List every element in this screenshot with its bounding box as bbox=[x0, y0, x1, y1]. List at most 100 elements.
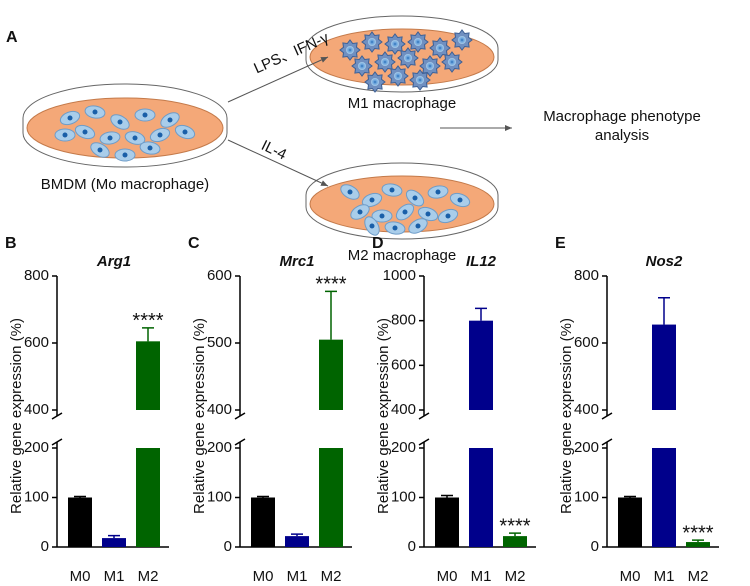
x-tick-label: M0 bbox=[620, 568, 641, 585]
cell-nucleus bbox=[357, 209, 363, 215]
bar bbox=[136, 341, 160, 410]
bar bbox=[285, 536, 309, 547]
cell-nucleus bbox=[371, 78, 379, 86]
bar bbox=[251, 497, 275, 547]
significance-label: **** bbox=[315, 274, 346, 296]
cell-nucleus bbox=[182, 129, 188, 135]
error-bar bbox=[142, 327, 154, 342]
cell-nucleus bbox=[82, 129, 88, 135]
y-axis-label: Relative gene expression (%) bbox=[191, 318, 208, 514]
axis-break bbox=[418, 412, 430, 420]
chart-title: Nos2 bbox=[646, 253, 683, 270]
x-tick-label: M0 bbox=[70, 568, 91, 585]
cell-nucleus bbox=[391, 40, 399, 48]
cell-nucleus bbox=[414, 38, 422, 46]
cell-nucleus bbox=[402, 209, 408, 215]
bar bbox=[469, 448, 493, 547]
cell-nucleus bbox=[457, 197, 463, 203]
cell-nucleus bbox=[358, 62, 366, 70]
cell-nucleus bbox=[346, 46, 354, 54]
y-tick-label: 600 bbox=[391, 356, 416, 373]
y-tick-label: 200 bbox=[24, 439, 49, 456]
axis-break bbox=[234, 438, 246, 446]
bar bbox=[652, 324, 676, 410]
panel-label: B bbox=[5, 235, 17, 252]
y-tick-label: 100 bbox=[574, 488, 599, 505]
analysis-label: analysis bbox=[595, 127, 649, 144]
bmdm-label: BMDM (Mo macrophage) bbox=[41, 176, 209, 193]
axis-break bbox=[234, 412, 246, 420]
cell-nucleus bbox=[347, 189, 353, 195]
cell-nucleus bbox=[404, 54, 412, 62]
error-bar bbox=[257, 495, 269, 498]
y-tick-label: 400 bbox=[574, 401, 599, 418]
cell-nucleus bbox=[381, 58, 389, 66]
analysis-label: Macrophage phenotype bbox=[543, 108, 701, 125]
y-tick-label: 0 bbox=[224, 538, 232, 555]
panel-label: E bbox=[555, 235, 566, 252]
m2-treatment: IL-4 bbox=[259, 137, 290, 164]
panel-label: A bbox=[6, 29, 18, 46]
cell-nucleus bbox=[394, 72, 402, 80]
bar bbox=[618, 497, 642, 547]
bar bbox=[68, 497, 92, 547]
x-tick-label: M1 bbox=[654, 568, 675, 585]
y-tick-label: 100 bbox=[207, 488, 232, 505]
y-tick-label: 400 bbox=[391, 401, 416, 418]
y-tick-label: 200 bbox=[391, 439, 416, 456]
axis-break bbox=[51, 412, 63, 420]
cell-nucleus bbox=[415, 223, 421, 229]
x-tick-label: M1 bbox=[104, 568, 125, 585]
cell-nucleus bbox=[435, 189, 441, 195]
m2-label: M2 macrophage bbox=[348, 247, 456, 264]
axis-break bbox=[601, 412, 613, 420]
cell-nucleus bbox=[379, 213, 385, 219]
cell-nucleus bbox=[107, 135, 113, 141]
y-tick-label: 600 bbox=[207, 267, 232, 284]
chart-title: Mrc1 bbox=[279, 253, 314, 270]
chart-title: IL12 bbox=[466, 253, 497, 270]
cell-nucleus bbox=[157, 132, 163, 138]
error-bar bbox=[325, 290, 337, 340]
cell-nucleus bbox=[62, 132, 68, 138]
x-tick-label: M0 bbox=[437, 568, 458, 585]
error-bar bbox=[108, 534, 120, 539]
cell-nucleus bbox=[425, 211, 431, 217]
cell-nucleus bbox=[448, 58, 456, 66]
cell-nucleus bbox=[368, 38, 376, 46]
x-tick-label: M2 bbox=[505, 568, 526, 585]
y-tick-label: 800 bbox=[391, 312, 416, 329]
y-tick-label: 500 bbox=[207, 334, 232, 351]
error-bar bbox=[658, 297, 670, 325]
y-tick-label: 800 bbox=[24, 267, 49, 284]
bar bbox=[503, 536, 527, 547]
y-axis-label: Relative gene expression (%) bbox=[8, 318, 25, 514]
significance-label: **** bbox=[499, 515, 530, 537]
bar bbox=[102, 538, 126, 547]
y-tick-label: 0 bbox=[41, 538, 49, 555]
cell-nucleus bbox=[92, 109, 98, 115]
cell-nucleus bbox=[426, 62, 434, 70]
panel-label: C bbox=[188, 235, 200, 252]
cell-nucleus bbox=[458, 36, 466, 44]
bar bbox=[435, 497, 459, 547]
x-tick-label: M2 bbox=[688, 568, 709, 585]
error-bar bbox=[441, 494, 453, 498]
cell-nucleus bbox=[416, 76, 424, 84]
error-bar bbox=[74, 495, 86, 498]
y-tick-label: 600 bbox=[574, 334, 599, 351]
y-tick-label: 100 bbox=[24, 488, 49, 505]
y-tick-label: 200 bbox=[207, 439, 232, 456]
cell-nucleus bbox=[167, 117, 173, 123]
cell-nucleus bbox=[445, 213, 451, 219]
arrow bbox=[227, 56, 329, 103]
cell-nucleus bbox=[122, 152, 128, 158]
y-tick-label: 400 bbox=[24, 401, 49, 418]
cell-nucleus bbox=[392, 225, 398, 231]
bar bbox=[319, 339, 343, 410]
diagram: A BMDM (Mo macrophage) M1 macrophage M2 … bbox=[6, 15, 701, 264]
cell-nucleus bbox=[67, 115, 73, 121]
bar bbox=[136, 448, 160, 547]
cell-nucleus bbox=[117, 119, 123, 125]
